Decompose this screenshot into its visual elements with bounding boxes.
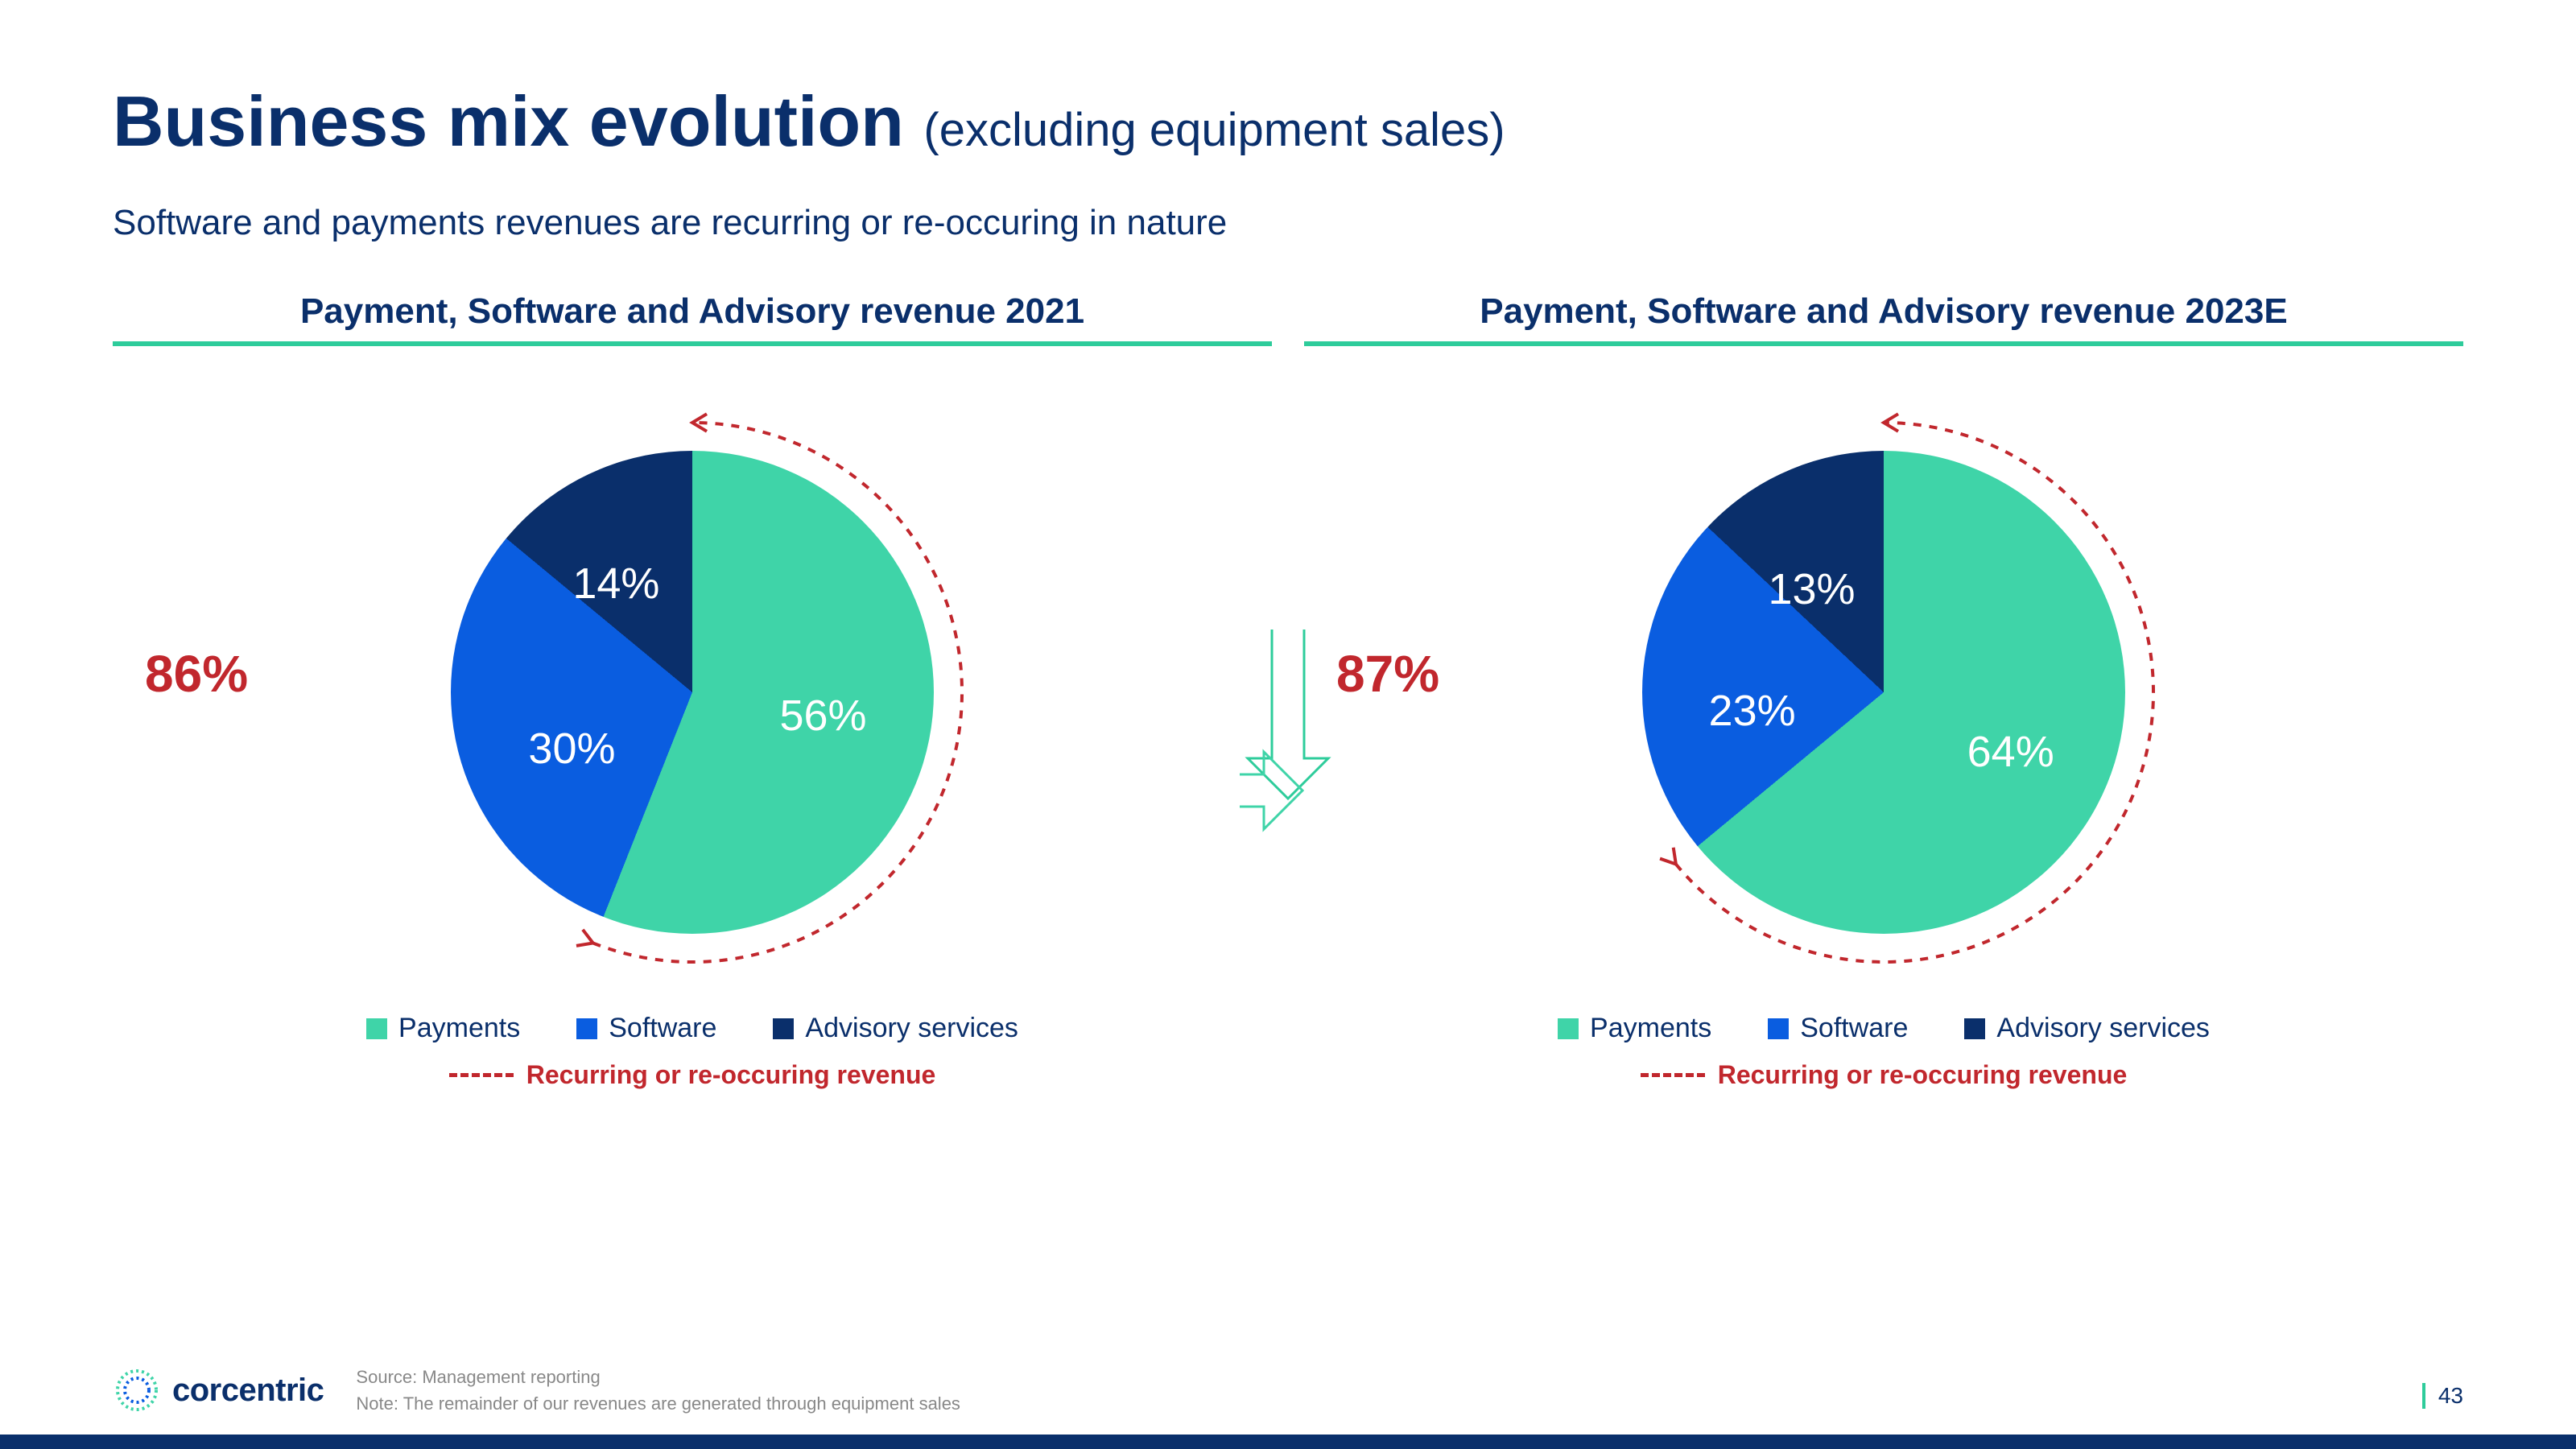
legend-item: Advisory services [773, 1013, 1018, 1044]
title-main: Business mix evolution [113, 81, 904, 161]
arrow-between-icon [1240, 630, 1336, 952]
recurring-legend-label: Recurring or re-occuring revenue [1718, 1060, 2128, 1090]
pie-chart-left: 56%30%14% [411, 411, 974, 974]
chart-left-recurring-pct: 86% [145, 644, 248, 704]
chart-right-recurring-pct: 87% [1336, 644, 1439, 704]
chart-left: Payment, Software and Advisory revenue 2… [113, 291, 1272, 1090]
source-line2: Note: The remainder of our revenues are … [356, 1390, 960, 1417]
pie-slices [1642, 451, 2125, 934]
chart-left-recurring-legend: Recurring or re-occuring revenue [449, 1060, 936, 1090]
legend-item: Payments [366, 1013, 520, 1044]
legend-swatch [576, 1018, 597, 1039]
legend-swatch [773, 1018, 794, 1039]
legend-item: Payments [1558, 1013, 1711, 1044]
legend-label: Software [1800, 1013, 1908, 1044]
chart-left-legend: Payments Software Advisory services [366, 1013, 1018, 1044]
subtitle: Software and payments revenues are recur… [113, 203, 2463, 243]
pie-chart-right: 64%23%13% [1602, 411, 2165, 974]
pie-slices [451, 451, 934, 934]
legend-swatch [366, 1018, 387, 1039]
logo-text: corcentric [172, 1373, 324, 1409]
logo: corcentric [113, 1366, 324, 1414]
legend-item: Software [576, 1013, 716, 1044]
title-sub: (excluding equipment sales) [923, 104, 1505, 156]
dash-icon [1641, 1073, 1705, 1077]
title-row: Business mix evolution (excluding equipm… [113, 80, 2463, 163]
source-line1: Source: Management reporting [356, 1364, 960, 1390]
chart-left-body: 86% 56%30%14% [113, 378, 1272, 1006]
legend-swatch [1964, 1018, 1985, 1039]
legend-label: Software [609, 1013, 716, 1044]
legend-label: Payments [1590, 1013, 1711, 1044]
chart-right-title: Payment, Software and Advisory revenue 2… [1304, 291, 2463, 346]
legend-label: Advisory services [805, 1013, 1018, 1044]
page-number: 43 [2422, 1383, 2463, 1409]
slide: Business mix evolution (excluding equipm… [0, 0, 2576, 1449]
legend-label: Advisory services [1996, 1013, 2210, 1044]
chart-right: Payment, Software and Advisory revenue 2… [1304, 291, 2463, 1090]
dash-icon [449, 1073, 514, 1077]
legend-item: Software [1768, 1013, 1908, 1044]
legend-swatch [1768, 1018, 1789, 1039]
source-text: Source: Management reporting Note: The r… [356, 1364, 960, 1417]
bottom-bar [0, 1435, 2576, 1449]
recurring-legend-label: Recurring or re-occuring revenue [526, 1060, 936, 1090]
charts-row: Payment, Software and Advisory revenue 2… [113, 291, 2463, 1090]
chart-right-legend: Payments Software Advisory services [1558, 1013, 2210, 1044]
logo-icon [113, 1366, 161, 1414]
footer: corcentric Source: Management reporting … [113, 1364, 2463, 1417]
chart-right-body: 87% 64%23%13% [1304, 378, 2463, 1006]
legend-label: Payments [398, 1013, 520, 1044]
chart-left-title: Payment, Software and Advisory revenue 2… [113, 291, 1272, 346]
legend-item: Advisory services [1964, 1013, 2210, 1044]
chart-right-recurring-legend: Recurring or re-occuring revenue [1641, 1060, 2128, 1090]
legend-swatch [1558, 1018, 1579, 1039]
